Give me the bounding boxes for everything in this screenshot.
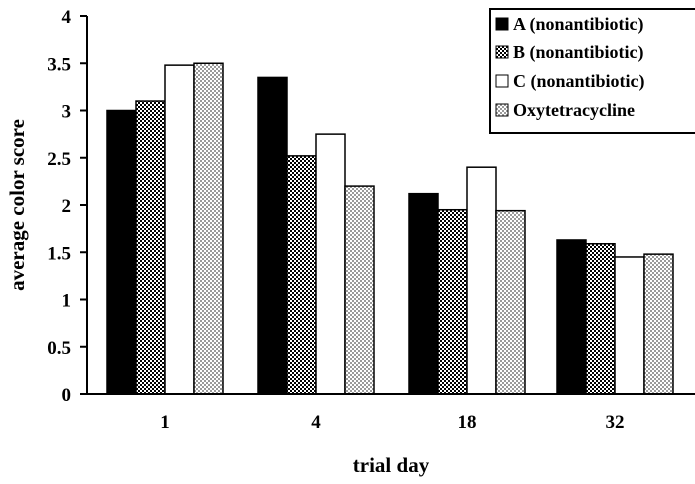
legend-swatch	[495, 17, 509, 31]
y-tick-label: 0.5	[47, 338, 71, 359]
x-tick-label: 18	[458, 412, 477, 433]
bar-4-1	[193, 62, 224, 395]
x-axis-title: trial day	[353, 453, 430, 477]
y-tick-label: 1.5	[47, 243, 71, 264]
bar-3-18	[466, 166, 497, 395]
bar-2-18	[437, 208, 468, 395]
x-tick-label: 1	[160, 412, 170, 433]
bar-4-18	[495, 209, 526, 395]
bar-3-1	[164, 64, 195, 395]
bar-2-1	[135, 100, 166, 395]
bar-1-1	[106, 109, 137, 395]
bar-4-4	[344, 185, 375, 395]
y-tick-label: 1	[62, 291, 72, 312]
y-axis-tick-marks	[80, 15, 87, 395]
x-tick-label: 4	[311, 412, 321, 433]
y-tick-label: 3.5	[47, 54, 71, 75]
legend-frame	[489, 8, 695, 134]
y-tick-label: 2.5	[47, 149, 71, 170]
y-axis-title: average color score	[5, 119, 29, 291]
bar-3-32	[614, 256, 645, 395]
legend-swatch	[495, 103, 509, 117]
bar-1-4	[257, 76, 288, 395]
legend: A (nonantibiotic) B (nonantibiotic) C (non…	[489, 8, 695, 134]
bar-1-32	[556, 239, 587, 395]
bar-2-4	[286, 155, 317, 395]
bar-2-32	[585, 242, 616, 395]
x-axis-tick-labels: 1 4 18 32	[160, 412, 624, 433]
legend-swatch	[495, 45, 509, 59]
legend-label: Oxytetracycline	[513, 100, 635, 120]
legend-swatch	[495, 74, 509, 88]
x-tick-label: 32	[606, 412, 625, 433]
y-tick-label: 2	[62, 196, 72, 217]
bar-1-18	[408, 192, 439, 395]
legend-label: A (nonantibiotic)	[513, 14, 644, 35]
y-axis-tick-labels: 0 0.5 1 1.5 2 2.5 3 3.5 4	[47, 7, 71, 406]
legend-label: B (nonantibiotic)	[513, 42, 644, 63]
y-tick-label: 0	[62, 385, 72, 406]
y-tick-label: 3	[62, 102, 72, 123]
bars	[106, 62, 674, 395]
bar-3-4	[315, 133, 346, 395]
legend-label: C (nonantibiotic)	[513, 71, 645, 92]
bar-4-32	[643, 253, 674, 395]
y-tick-label: 4	[62, 7, 72, 28]
